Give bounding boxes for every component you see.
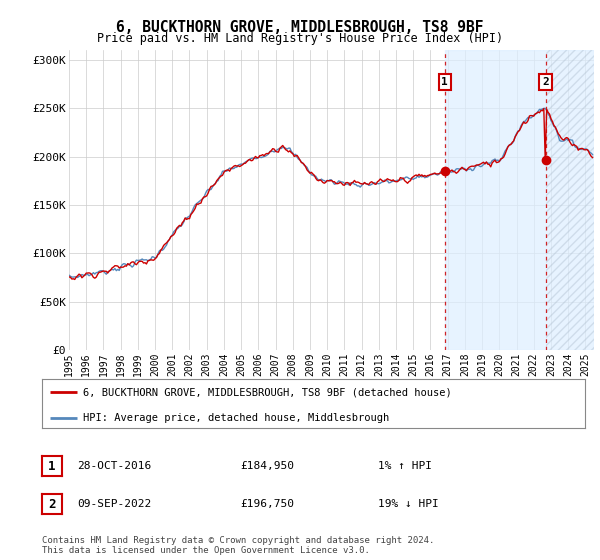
Text: 1: 1 [48,460,56,473]
Text: 1% ↑ HPI: 1% ↑ HPI [378,461,432,471]
Text: £196,750: £196,750 [240,499,294,509]
Text: Price paid vs. HM Land Registry's House Price Index (HPI): Price paid vs. HM Land Registry's House … [97,32,503,45]
Bar [545,50,594,350]
Text: £184,950: £184,950 [240,461,294,471]
Text: 2: 2 [542,77,549,87]
Text: 09-SEP-2022: 09-SEP-2022 [77,499,151,509]
Text: 2: 2 [48,498,56,511]
Bar [445,50,594,350]
Bar [545,50,594,350]
Text: 6, BUCKTHORN GROVE, MIDDLESBROUGH, TS8 9BF: 6, BUCKTHORN GROVE, MIDDLESBROUGH, TS8 9… [116,20,484,35]
Text: HPI: Average price, detached house, Middlesbrough: HPI: Average price, detached house, Midd… [83,413,389,423]
Text: 28-OCT-2016: 28-OCT-2016 [77,461,151,471]
Text: 1: 1 [442,77,448,87]
Text: Contains HM Land Registry data © Crown copyright and database right 2024.: Contains HM Land Registry data © Crown c… [42,536,434,545]
Text: 6, BUCKTHORN GROVE, MIDDLESBROUGH, TS8 9BF (detached house): 6, BUCKTHORN GROVE, MIDDLESBROUGH, TS8 9… [83,388,451,398]
Text: 19% ↓ HPI: 19% ↓ HPI [378,499,439,509]
Text: This data is licensed under the Open Government Licence v3.0.: This data is licensed under the Open Gov… [42,547,370,556]
